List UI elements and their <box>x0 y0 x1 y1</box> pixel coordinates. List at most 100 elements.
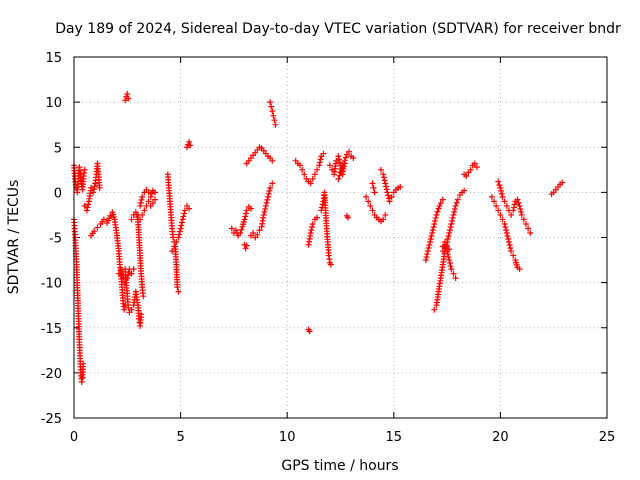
data-point <box>504 232 511 239</box>
data-point <box>495 207 502 214</box>
data-point <box>85 201 92 208</box>
data-point <box>125 272 132 279</box>
data-point <box>176 228 183 235</box>
data-point <box>363 193 370 200</box>
data-point <box>430 223 437 230</box>
data-point <box>317 156 324 163</box>
data-point <box>434 208 441 215</box>
data-point <box>516 266 523 273</box>
data-point <box>265 193 272 200</box>
data-point <box>118 269 125 276</box>
data-point <box>250 229 257 236</box>
data-point <box>510 207 517 214</box>
data-point <box>309 220 316 227</box>
data-point <box>503 202 510 209</box>
data-point <box>186 138 193 145</box>
data-point <box>337 169 344 176</box>
data-point <box>171 243 178 250</box>
data-point <box>369 207 376 214</box>
data-point <box>450 270 457 277</box>
data-point <box>491 198 498 205</box>
data-point <box>499 216 506 223</box>
data-point <box>449 217 456 224</box>
data-point <box>471 160 478 167</box>
data-point <box>138 311 145 318</box>
data-point <box>501 220 508 227</box>
data-point <box>454 196 461 203</box>
data-point <box>367 202 374 209</box>
data-point <box>507 245 514 252</box>
data-point <box>247 205 254 212</box>
data-point <box>83 207 90 214</box>
data-point <box>432 214 439 221</box>
data-point <box>137 199 144 206</box>
data-point <box>90 186 97 193</box>
data-point <box>437 200 444 207</box>
data-point <box>452 275 459 282</box>
data-point <box>503 226 510 233</box>
data-point <box>96 184 103 191</box>
grid <box>74 57 607 418</box>
chart-title: Day 189 of 2024, Sidereal Day-to-day VTE… <box>55 21 621 37</box>
data-point <box>388 193 395 200</box>
data-point <box>506 242 513 249</box>
data-point <box>125 304 132 311</box>
data-point <box>346 148 353 155</box>
data-point <box>439 248 446 255</box>
data-point <box>314 214 321 221</box>
data-point <box>243 242 250 249</box>
x-tick-label: 20 <box>492 430 509 445</box>
data-point <box>299 166 306 173</box>
data-point <box>145 198 152 205</box>
data-point <box>502 223 509 230</box>
x-tick-label: 5 <box>176 430 184 445</box>
data-point <box>177 225 184 232</box>
data-point <box>378 166 385 173</box>
y-tick-label: -10 <box>41 277 62 292</box>
data-point <box>382 183 389 190</box>
data-point <box>128 306 135 313</box>
data-point <box>370 184 377 191</box>
y-tick-label: -5 <box>49 232 62 247</box>
data-point <box>128 216 135 223</box>
data-point <box>501 198 508 205</box>
data-point <box>380 174 387 181</box>
data-point <box>262 202 269 209</box>
data-point <box>350 155 357 162</box>
data-point <box>178 222 185 229</box>
data-point <box>262 205 269 212</box>
data-point <box>446 226 453 233</box>
data-point <box>180 213 187 220</box>
data-point <box>137 202 144 209</box>
data-point <box>311 171 318 178</box>
data-point <box>448 220 455 227</box>
data-point <box>498 190 505 197</box>
data-point <box>100 216 107 223</box>
data-point <box>306 328 313 335</box>
data-point <box>78 378 85 385</box>
data-point <box>130 266 137 273</box>
data-point <box>242 213 249 220</box>
data-point <box>447 263 454 270</box>
data-point <box>426 242 433 249</box>
data-point <box>431 220 438 227</box>
data-point <box>91 183 98 190</box>
data-point <box>495 178 502 185</box>
data-point <box>268 103 275 110</box>
data-point <box>316 159 323 166</box>
data-point <box>264 196 271 203</box>
data-point <box>187 142 194 149</box>
data-point <box>522 220 529 227</box>
data-point <box>152 196 159 203</box>
data-point <box>441 239 448 246</box>
data-point <box>175 288 182 295</box>
data-point <box>497 211 504 218</box>
x-tick-label: 15 <box>386 430 403 445</box>
data-point <box>518 211 525 218</box>
data-point <box>301 171 308 178</box>
data-point <box>265 190 272 197</box>
data-point <box>429 229 436 236</box>
data-point <box>124 275 131 282</box>
data-point <box>436 202 443 209</box>
data-point <box>505 236 512 243</box>
